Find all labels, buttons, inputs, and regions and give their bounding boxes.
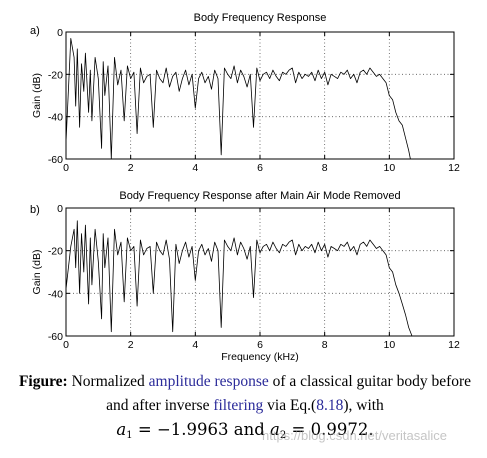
y-tick-label: -40 [48,288,63,300]
frequency-response-line [65,220,413,337]
x-tick-label: 10 [383,162,395,174]
a2-value: = 0.9972 [286,420,369,439]
x-tick-label: 6 [257,339,263,351]
a1-symbol: a [116,420,127,439]
x-tick-label: 0 [63,162,69,174]
chart-panel-2: 0 2 4 6 8 10 12 0 -20 -40 -60 Body Frequency Respon… [30,190,460,363]
y-tick-label: -60 [48,154,63,166]
a2-subscript: 2 [279,430,287,441]
caption-text-1: Normalized [67,373,149,390]
figure-charts: 0 2 4 6 8 10 12 0 -20 -40 -60 Body Frequency Respon… [30,12,460,363]
caption-text-2: of a classical guitar body before and af… [106,373,472,414]
x-tick-label: 6 [257,162,263,174]
panel-label: a) [30,25,40,37]
chart-title: Body Frequency Response after Main Air M… [119,190,400,202]
x-tick-label: 10 [383,339,395,351]
chart-title: Body Frequency Response [194,12,327,24]
x-tick-label: 2 [128,162,134,174]
and-word: and [228,420,271,439]
a2-symbol: a [270,420,280,439]
filtering-link[interactable]: filtering [213,397,264,414]
caption-text-4: ), with [343,397,384,414]
equation-reference-link[interactable]: 8.18 [316,397,344,414]
y-tick-label: 0 [57,203,63,215]
watermark-text: https://blog.csdn.net/veritasalice [262,428,447,443]
x-tick-label: 2 [128,339,134,351]
y-tick-label: -20 [48,246,63,258]
y-tick-label: -20 [48,69,63,81]
sentence-end: . [368,420,374,439]
x-tick-label: 8 [322,339,328,351]
x-axis-label: Frequency (kHz) [221,351,299,363]
x-tick-label: 0 [63,339,69,351]
y-axis-label: Gain (dB) [31,250,43,295]
figure-caption: Figure: Normalized amplitude response of… [14,370,476,448]
x-tick-label: 8 [322,162,328,174]
a1-value: = −1.9963 [132,420,229,439]
coefficient-equations: a1 = −1.9963 and a2 = 0.9972. [116,420,374,441]
x-tick-label: 12 [448,162,460,174]
a1-subscript: 1 [126,430,133,441]
amplitude-response-link[interactable]: amplitude response [148,373,269,390]
x-tick-label: 4 [192,162,198,174]
y-tick-label: -40 [48,112,63,124]
frequency-response-line [65,38,411,160]
caption-text-3: via Eq.( [263,397,317,414]
x-tick-label: 12 [448,339,460,351]
panel-label: b) [30,204,40,216]
chart-panel-1: 0 2 4 6 8 10 12 0 -20 -40 -60 Body Frequency Respon… [30,12,460,174]
y-axis-label: Gain (dB) [31,73,43,118]
y-tick-label: -60 [48,331,63,343]
x-tick-label: 4 [192,339,198,351]
caption-label: Figure: [18,373,68,390]
y-tick-label: 0 [57,27,63,39]
